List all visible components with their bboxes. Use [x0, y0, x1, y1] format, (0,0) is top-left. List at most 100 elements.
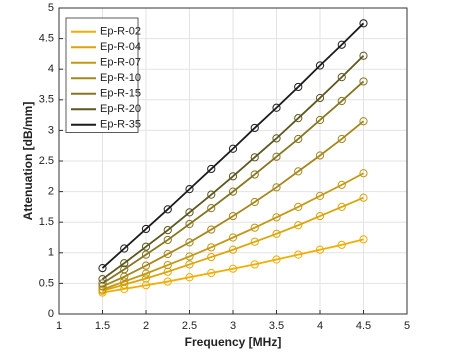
data-point [141, 250, 151, 259]
data-point [250, 153, 259, 162]
data-point [98, 279, 107, 288]
data-point [359, 169, 368, 178]
x-tick-label: 1.5 [95, 320, 110, 332]
data-point [337, 40, 346, 49]
data-point [272, 152, 281, 161]
data-point [228, 144, 238, 153]
x-tick-label: 1 [56, 320, 62, 332]
y-tick-label: 0.5 [39, 277, 54, 289]
data-point [315, 61, 325, 70]
data-point [272, 183, 281, 192]
x-axis-title: Frequency [MHz] [185, 335, 282, 349]
data-point [250, 123, 259, 133]
x-tick-label: 4.5 [356, 320, 371, 332]
legend-label: Ep-R-15 [100, 88, 141, 100]
series-line [102, 238, 364, 294]
y-tick-label: 4 [48, 63, 54, 75]
data-point [294, 167, 303, 176]
data-point [315, 93, 325, 103]
legend-label: Ep-R-35 [100, 119, 141, 131]
x-tick-label: 2 [143, 320, 149, 332]
legend-box [65, 17, 139, 133]
data-point [207, 225, 216, 234]
data-point [163, 235, 172, 245]
data-point [359, 193, 368, 202]
legend-label: Ep-R-02 [100, 26, 141, 38]
data-point [250, 223, 259, 232]
data-point [120, 277, 129, 286]
y-tick-label: 1.5 [39, 216, 54, 228]
data-point [120, 259, 129, 268]
data-point [120, 244, 129, 253]
data-point [294, 221, 303, 230]
series-line [101, 55, 365, 280]
data-point [141, 224, 151, 234]
data-point [141, 242, 151, 251]
x-tick-label: 4 [317, 320, 323, 332]
data-point [185, 238, 194, 247]
data-point [294, 202, 303, 211]
data-point [359, 117, 368, 126]
data-point [207, 190, 216, 199]
data-point [163, 249, 172, 259]
data-point [163, 260, 172, 270]
y-tick-label: 1 [48, 247, 54, 259]
data-point [337, 96, 346, 106]
legend-label: Ep-R-07 [100, 57, 141, 69]
data-point [185, 208, 194, 217]
data-point [163, 226, 172, 235]
data-point [272, 213, 281, 222]
data-point [185, 260, 194, 269]
data-point [315, 115, 325, 125]
data-point [315, 151, 325, 160]
y-tick-label: 5 [48, 2, 54, 14]
data-point [207, 252, 216, 262]
data-point [250, 237, 259, 246]
y-tick-label: 2.5 [39, 155, 54, 167]
data-point [207, 204, 216, 213]
data-point [207, 164, 216, 174]
legend-label: Ep-R-10 [100, 72, 141, 84]
data-point [141, 269, 151, 278]
data-point [315, 211, 325, 221]
data-point [185, 185, 194, 194]
y-tick-label: 3.5 [39, 94, 54, 106]
data-point [359, 19, 368, 28]
data-point [141, 261, 151, 270]
series-line [102, 196, 364, 292]
x-tick-label: 5 [404, 320, 410, 332]
data-point [141, 274, 151, 283]
data-point [207, 243, 216, 252]
data-point [98, 275, 107, 284]
x-tick-label: 3.5 [269, 320, 284, 332]
data-point [228, 211, 238, 221]
data-point [272, 103, 281, 112]
series-line [102, 172, 364, 291]
data-point [250, 170, 259, 179]
data-point [163, 205, 172, 214]
data-point [315, 191, 325, 200]
legend-label: Ep-R-20 [100, 103, 141, 115]
data-point [337, 202, 346, 211]
y-tick-label: 2 [48, 186, 54, 198]
data-point [228, 187, 238, 196]
data-point [337, 134, 346, 144]
y-tick-label: 3 [48, 124, 54, 136]
series-line [102, 80, 365, 285]
data-point [359, 77, 368, 86]
data-point [120, 265, 129, 274]
y-tick-label: 4.5 [39, 33, 54, 45]
data-point [250, 197, 259, 207]
data-point [359, 51, 368, 60]
data-point [228, 245, 238, 254]
data-point [337, 73, 346, 82]
data-point [337, 180, 346, 189]
data-point [228, 172, 238, 181]
data-point [294, 114, 303, 123]
x-tick-label: 2.5 [182, 320, 197, 332]
series-line [102, 120, 365, 288]
x-tick-label: 3 [230, 320, 236, 332]
data-point [185, 219, 194, 229]
data-point [294, 134, 303, 144]
data-point [272, 134, 281, 143]
